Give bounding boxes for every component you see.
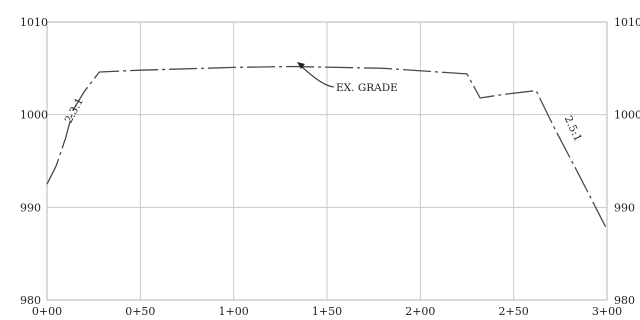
x-tick-label: 3+00 [592,305,622,318]
existing-grade-line [46,65,608,230]
y-tick-label-left: 1000 [20,109,48,122]
x-tick-label: 1+50 [312,305,342,318]
y-tick-label-right: 990 [614,201,635,214]
callout-leader [299,64,335,88]
x-tick-label: 0+00 [32,305,62,318]
y-tick-label-left: 980 [20,294,41,307]
left-slope-label: 2.3:1 [63,96,86,125]
tick-labels: 0+00 0+50 1+00 1+50 2+00 2+50 3+00 1010 1010 1000… [20,16,640,318]
y-tick-label-right: 1000 [614,109,640,122]
x-tick-label: 1+00 [219,305,249,318]
y-tick-label-left: 990 [20,201,41,214]
profile-lines [46,65,608,230]
right-slope-label: 2.5:1 [562,114,584,143]
x-tick-label: 2+50 [499,305,529,318]
existing-grade-label: EX. GRADE [336,82,398,94]
callout-arrowhead [297,62,305,69]
y-tick-label-right: 980 [614,294,635,307]
y-tick-label-right: 1010 [614,16,640,29]
x-tick-label: 2+00 [405,305,435,318]
x-tick-label: 0+50 [125,305,155,318]
existing-grade-callout: EX. GRADE [297,62,398,94]
grid [46,21,608,301]
y-tick-label-left: 1010 [20,16,48,29]
